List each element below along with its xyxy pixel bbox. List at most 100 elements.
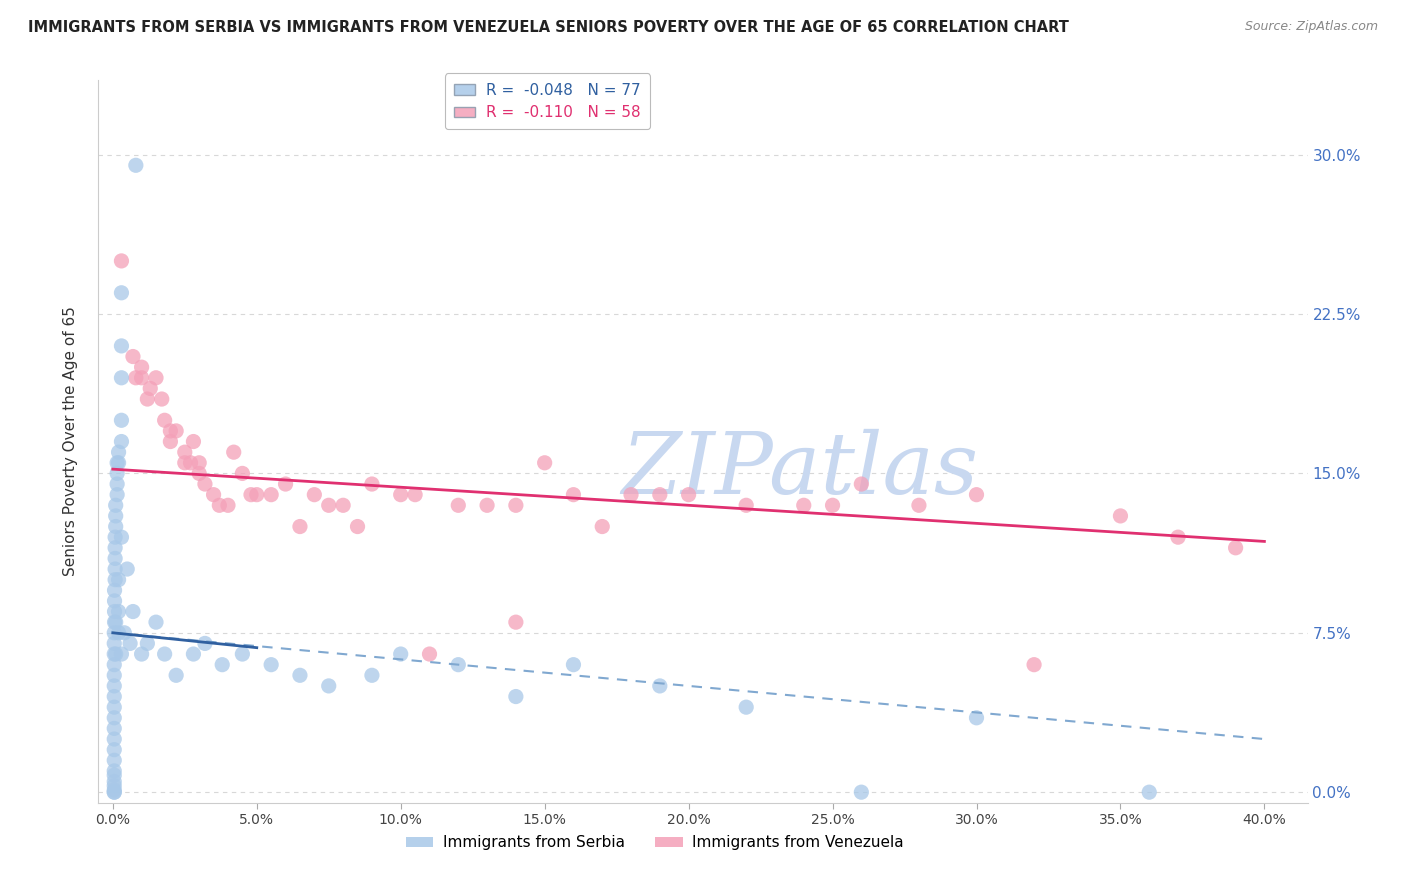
Point	[966, 711, 988, 725]
Point	[103, 679, 125, 693]
Point	[105, 488, 128, 502]
Point	[194, 636, 217, 650]
Point	[110, 285, 132, 300]
Point	[104, 647, 127, 661]
Point	[112, 625, 135, 640]
Point	[107, 456, 129, 470]
Point	[1109, 508, 1132, 523]
Point	[591, 519, 613, 533]
Point	[183, 434, 205, 449]
Point	[110, 371, 132, 385]
Point	[648, 488, 671, 502]
Point	[107, 445, 129, 459]
Point	[145, 371, 167, 385]
Point	[1167, 530, 1189, 544]
Point	[103, 647, 125, 661]
Point	[125, 158, 148, 172]
Point	[104, 541, 127, 555]
Point	[159, 424, 181, 438]
Point	[318, 498, 340, 512]
Point	[1022, 657, 1045, 672]
Point	[288, 519, 311, 533]
Point	[104, 519, 127, 533]
Point	[447, 498, 470, 512]
Point	[103, 785, 125, 799]
Point	[217, 498, 239, 512]
Point	[104, 508, 127, 523]
Point	[103, 764, 125, 778]
Point	[208, 498, 231, 512]
Point	[145, 615, 167, 630]
Text: Source: ZipAtlas.com: Source: ZipAtlas.com	[1244, 20, 1378, 33]
Y-axis label: Seniors Poverty Over the Age of 65: Seniors Poverty Over the Age of 65	[63, 307, 77, 576]
Point	[475, 498, 498, 512]
Point	[103, 732, 125, 747]
Point	[211, 657, 233, 672]
Point	[120, 636, 142, 650]
Point	[404, 488, 426, 502]
Point	[103, 583, 125, 598]
Point	[105, 456, 128, 470]
Point	[103, 690, 125, 704]
Point	[851, 785, 873, 799]
Point	[105, 467, 128, 481]
Point	[389, 488, 412, 502]
Point	[103, 779, 125, 793]
Point	[110, 254, 132, 268]
Point	[188, 456, 211, 470]
Point	[103, 783, 125, 797]
Point	[361, 668, 384, 682]
Point	[1225, 541, 1247, 555]
Point	[103, 700, 125, 714]
Point	[346, 519, 368, 533]
Point	[908, 498, 931, 512]
Point	[562, 488, 585, 502]
Point	[110, 339, 132, 353]
Point	[104, 562, 127, 576]
Point	[1137, 785, 1160, 799]
Point	[418, 647, 440, 661]
Point	[180, 456, 202, 470]
Point	[110, 647, 132, 661]
Point	[735, 498, 758, 512]
Point	[131, 647, 153, 661]
Point	[735, 700, 758, 714]
Point	[104, 615, 127, 630]
Point	[620, 488, 643, 502]
Point	[183, 647, 205, 661]
Point	[150, 392, 173, 406]
Point	[107, 605, 129, 619]
Point	[103, 636, 125, 650]
Point	[165, 668, 187, 682]
Point	[332, 498, 354, 512]
Point	[153, 413, 176, 427]
Point	[165, 424, 187, 438]
Point	[122, 605, 145, 619]
Point	[103, 605, 125, 619]
Point	[222, 445, 245, 459]
Point	[361, 477, 384, 491]
Point	[104, 573, 127, 587]
Point	[107, 573, 129, 587]
Point	[103, 753, 125, 767]
Point	[231, 647, 253, 661]
Point	[821, 498, 844, 512]
Point	[115, 562, 138, 576]
Point	[136, 392, 159, 406]
Point	[260, 657, 283, 672]
Point	[125, 371, 148, 385]
Point	[103, 768, 125, 782]
Point	[231, 467, 253, 481]
Point	[188, 467, 211, 481]
Point	[505, 498, 527, 512]
Point	[288, 668, 311, 682]
Point	[131, 371, 153, 385]
Point	[173, 456, 195, 470]
Point	[260, 488, 283, 502]
Point	[105, 477, 128, 491]
Point	[533, 456, 555, 470]
Point	[103, 625, 125, 640]
Point	[389, 647, 412, 661]
Point	[318, 679, 340, 693]
Point	[648, 679, 671, 693]
